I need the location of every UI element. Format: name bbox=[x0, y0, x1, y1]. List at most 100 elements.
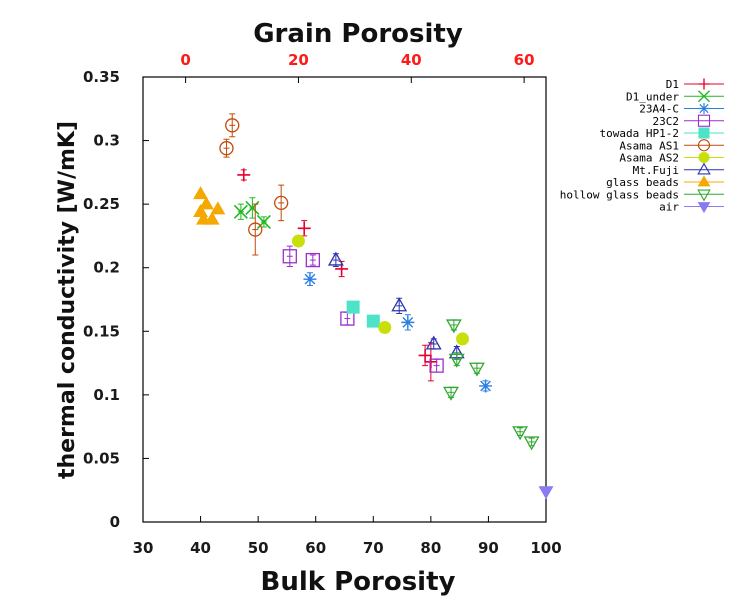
top-axis-title: Grain Porosity bbox=[253, 19, 463, 49]
series-glass-beads bbox=[193, 186, 226, 225]
legend-label: hollow glass beads bbox=[560, 188, 679, 201]
data-point bbox=[282, 249, 297, 264]
legend-marker-shape bbox=[697, 175, 711, 187]
legend-label: 23A4-C bbox=[639, 103, 679, 116]
data-point bbox=[378, 320, 392, 334]
data-point bbox=[198, 196, 214, 210]
y-tick-label: 0 bbox=[110, 513, 120, 531]
data-point bbox=[418, 348, 432, 362]
data-point bbox=[210, 201, 226, 215]
series-asama-as2 bbox=[291, 234, 470, 346]
legend-marker bbox=[697, 189, 711, 202]
legend-label: D1_under bbox=[626, 90, 679, 103]
legend-marker-shape bbox=[697, 189, 711, 202]
series-d1 bbox=[237, 168, 438, 382]
x-tick-label: 90 bbox=[478, 539, 499, 557]
data-point bbox=[291, 234, 305, 248]
data-point bbox=[327, 251, 344, 266]
top-tick-label: 60 bbox=[514, 51, 535, 69]
legend-marker bbox=[697, 90, 711, 103]
legend-marker bbox=[697, 202, 711, 214]
data-point bbox=[245, 200, 260, 216]
legend-marker bbox=[697, 175, 711, 187]
series-23c2 bbox=[282, 245, 444, 373]
legend-label: 23C2 bbox=[653, 115, 680, 128]
series-towada-hp1-2 bbox=[346, 300, 380, 328]
y-tick-label: 0.2 bbox=[93, 259, 120, 277]
data-point bbox=[401, 315, 415, 329]
data-point bbox=[512, 426, 529, 441]
data-point bbox=[443, 386, 459, 401]
y-tick-label: 0.15 bbox=[83, 322, 120, 340]
legend-marker bbox=[697, 162, 711, 175]
x-tick-label: 100 bbox=[530, 539, 561, 557]
data-point bbox=[448, 353, 465, 368]
legend-marker bbox=[697, 114, 711, 127]
series-23a4-c bbox=[303, 272, 493, 393]
y-tick-label: 0.25 bbox=[83, 195, 120, 213]
legend-marker-shape bbox=[698, 102, 710, 115]
legend-label: D1 bbox=[666, 78, 679, 91]
series-asama-as1 bbox=[219, 113, 289, 256]
data-point bbox=[391, 297, 408, 312]
legend-label: Asama AS1 bbox=[619, 139, 679, 152]
data-point bbox=[305, 252, 320, 268]
x-tick-label: 50 bbox=[248, 539, 269, 557]
y-tick-label: 0.05 bbox=[83, 449, 120, 467]
data-point bbox=[219, 141, 234, 156]
x-tick-label: 70 bbox=[363, 539, 384, 557]
legend-marker bbox=[697, 139, 711, 152]
data-point bbox=[424, 355, 438, 369]
top-tick-label: 40 bbox=[401, 51, 422, 69]
legend-marker bbox=[698, 151, 710, 164]
data-point bbox=[225, 118, 240, 133]
data-point bbox=[233, 204, 248, 219]
data-point bbox=[248, 222, 263, 237]
x-tick-label: 80 bbox=[420, 539, 441, 557]
data-point bbox=[456, 332, 470, 346]
legend-marker-shape bbox=[697, 90, 711, 103]
y-tick-label: 0.35 bbox=[83, 68, 120, 86]
data-point bbox=[346, 300, 360, 314]
y-tick-label: 0.1 bbox=[93, 386, 120, 404]
data-point bbox=[538, 486, 554, 500]
legend-marker bbox=[698, 102, 710, 115]
legend-marker-shape bbox=[698, 127, 710, 139]
x-axis-title: Bulk Porosity bbox=[261, 567, 456, 597]
y-tick-label: 0.3 bbox=[93, 132, 120, 150]
series-hollow-glass-beads bbox=[443, 319, 540, 451]
data-point bbox=[366, 314, 380, 328]
legend-label: air bbox=[659, 201, 679, 214]
legend-marker-shape bbox=[697, 114, 711, 127]
x-tick-label: 40 bbox=[190, 539, 211, 557]
legend-marker-shape bbox=[698, 151, 710, 164]
series-d1-under bbox=[233, 197, 271, 230]
data-point bbox=[523, 436, 540, 451]
legend-marker-shape bbox=[697, 139, 711, 152]
data-point bbox=[297, 221, 311, 235]
data-point bbox=[468, 362, 485, 377]
top-tick-label: 20 bbox=[288, 51, 309, 69]
data-point bbox=[429, 358, 444, 373]
x-tick-label: 30 bbox=[133, 539, 154, 557]
series-air bbox=[538, 486, 554, 500]
plot-frame bbox=[142, 76, 547, 523]
data-point bbox=[303, 272, 317, 286]
legend-marker-shape bbox=[697, 202, 711, 214]
y-axis-title: thermal conductivity [W/mK] bbox=[55, 121, 80, 479]
x-tick-label: 60 bbox=[305, 539, 326, 557]
data-point bbox=[479, 379, 493, 393]
legend-marker-shape bbox=[697, 162, 711, 175]
data-point bbox=[204, 211, 220, 225]
legend-marker bbox=[698, 127, 710, 139]
data-point bbox=[425, 335, 442, 350]
top-tick-label: 0 bbox=[180, 51, 190, 69]
legend-label: towada HP1-2 bbox=[600, 127, 679, 140]
data-point bbox=[274, 195, 289, 211]
legend-label: Asama AS2 bbox=[619, 152, 679, 165]
legend-label: glass beads bbox=[606, 176, 679, 189]
legend-label: Mt.Fuji bbox=[633, 164, 679, 177]
legend-marker-shape bbox=[698, 78, 710, 90]
data-point bbox=[445, 319, 462, 334]
